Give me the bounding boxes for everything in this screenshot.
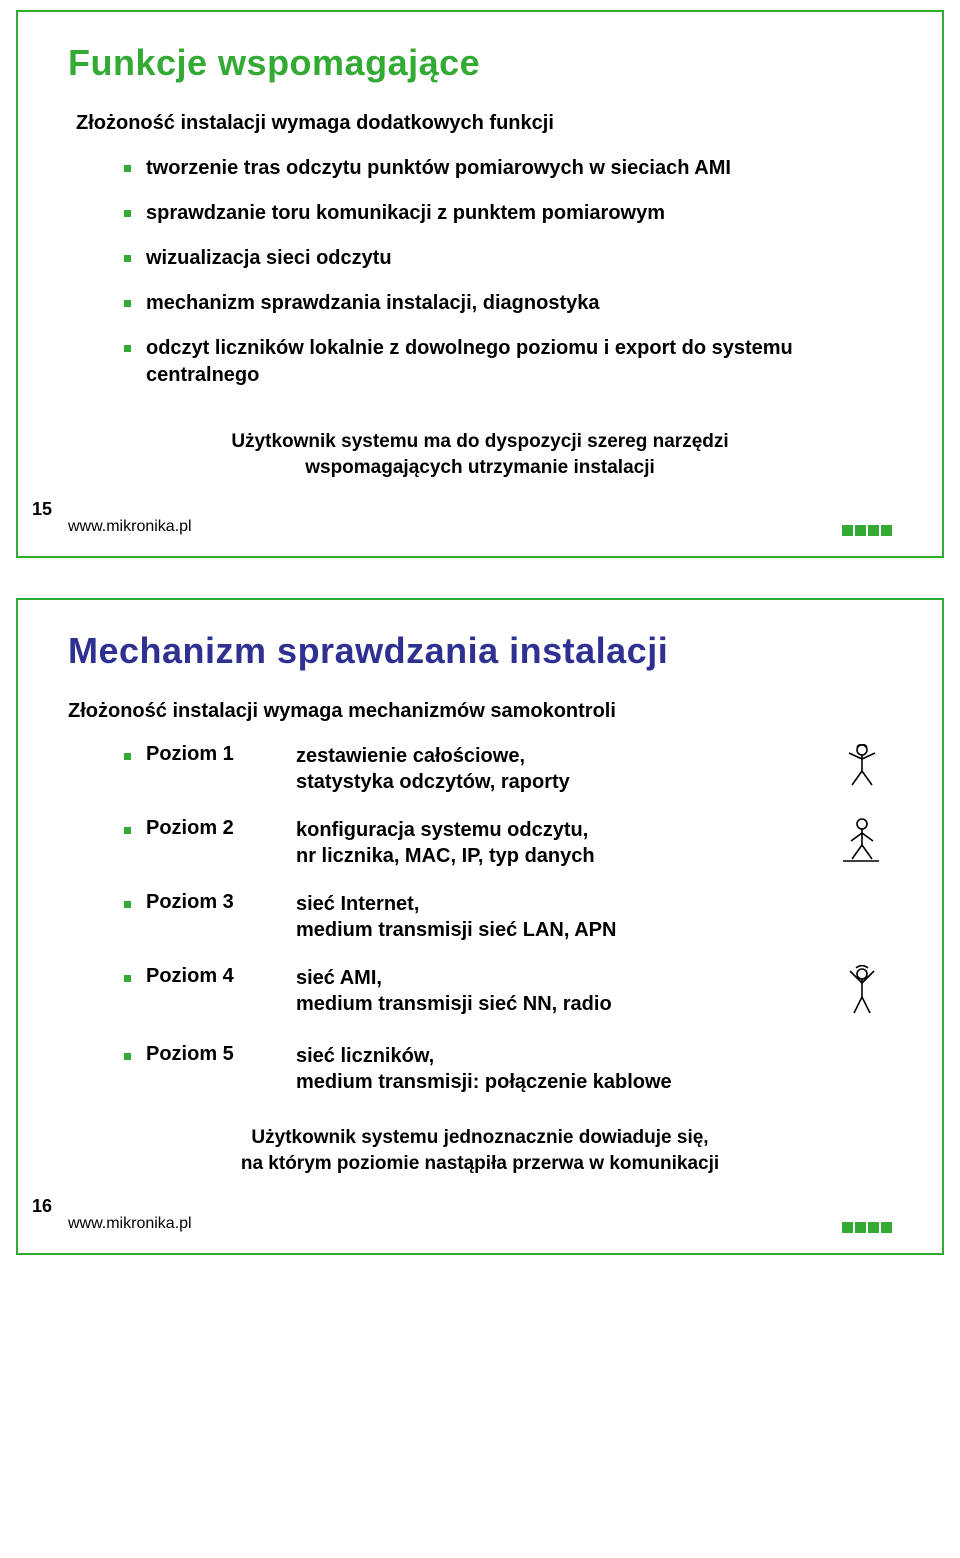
footer-url: www.mikronika.pl — [68, 1215, 192, 1233]
footer-url: www.mikronika.pl — [68, 518, 192, 536]
level-label: Poziom 2 — [146, 817, 296, 840]
bullet-item: sprawdzanie toru komunikacji z punktem p… — [124, 200, 892, 227]
slide-footer: www.mikronika.pl — [68, 510, 892, 536]
footer-squares-icon — [842, 1222, 892, 1233]
page-number: 16 — [32, 1196, 52, 1217]
level-row: Poziom 4 sieć AMI, medium transmisji sie… — [124, 965, 892, 1021]
footer-squares-icon — [842, 525, 892, 536]
level-label: Poziom 1 — [146, 743, 296, 766]
level-row: Poziom 5 sieć liczników, medium transmis… — [124, 1043, 892, 1095]
slide-title: Funkcje wspomagające — [68, 42, 892, 84]
level-row: Poziom 3 sieć Internet, medium transmisj… — [124, 891, 892, 943]
stick-figure-icon — [832, 817, 892, 869]
slide-1: Funkcje wspomagające Złożoność instalacj… — [16, 10, 944, 558]
level-desc: sieć Internet, medium transmisji sieć LA… — [296, 891, 832, 943]
stick-figure-icon — [832, 965, 892, 1021]
levels-list: Poziom 1 zestawienie całościowe, statyst… — [124, 743, 892, 1095]
slide-note: Użytkownik systemu jednoznacznie dowiadu… — [68, 1125, 892, 1176]
level-label: Poziom 5 — [146, 1043, 296, 1066]
level-desc: sieć liczników, medium transmisji: połąc… — [296, 1043, 832, 1095]
level-row: Poziom 2 konfiguracja systemu odczytu, n… — [124, 817, 892, 869]
slide-footer: www.mikronika.pl — [68, 1207, 892, 1233]
stick-figure-icon — [832, 743, 892, 795]
level-desc: zestawienie całościowe, statystyka odczy… — [296, 743, 832, 795]
slide-subheading: Złożoność instalacji wymaga dodatkowych … — [76, 112, 892, 135]
level-label: Poziom 3 — [146, 891, 296, 914]
note-line: wspomagających utrzymanie instalacji — [305, 457, 655, 478]
bullet-item: odczyt liczników lokalnie z dowolnego po… — [124, 335, 892, 389]
note-line: Użytkownik systemu ma do dyspozycji szer… — [231, 431, 728, 452]
level-desc: konfiguracja systemu odczytu, nr licznik… — [296, 817, 832, 869]
page-number: 15 — [32, 499, 52, 520]
slide-2: Mechanizm sprawdzania instalacji Złożono… — [16, 598, 944, 1254]
bullet-item: mechanizm sprawdzania instalacji, diagno… — [124, 290, 892, 317]
bullet-item: tworzenie tras odczytu punktów pomiarowy… — [124, 155, 892, 182]
level-row: Poziom 1 zestawienie całościowe, statyst… — [124, 743, 892, 795]
slide-title: Mechanizm sprawdzania instalacji — [68, 630, 892, 672]
note-line: na którym poziomie nastąpiła przerwa w k… — [241, 1153, 719, 1174]
note-line: Użytkownik systemu jednoznacznie dowiadu… — [251, 1127, 708, 1148]
level-label: Poziom 4 — [146, 965, 296, 988]
slide-subheading: Złożoność instalacji wymaga mechanizmów … — [68, 700, 892, 723]
bullet-item: wizualizacja sieci odczytu — [124, 245, 892, 272]
slide-note: Użytkownik systemu ma do dyspozycji szer… — [68, 429, 892, 480]
bullet-list: tworzenie tras odczytu punktów pomiarowy… — [124, 155, 892, 389]
level-desc: sieć AMI, medium transmisji sieć NN, rad… — [296, 965, 832, 1017]
